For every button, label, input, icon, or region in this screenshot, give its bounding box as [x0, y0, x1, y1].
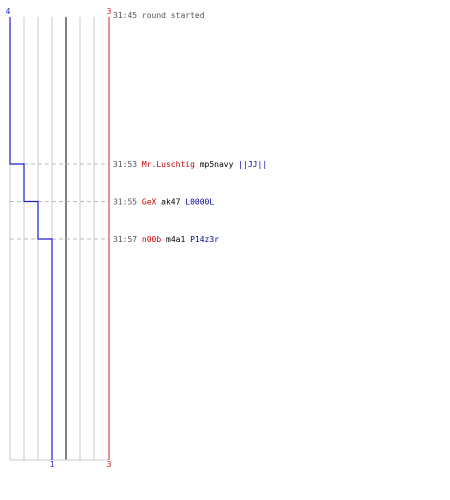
- message-event-row: 31:45 round started: [113, 11, 205, 20]
- event-labels: 4 3 1 3 31:45 round started 31:53 Mr.Lusc…: [6, 7, 268, 469]
- weapon-name: ak47: [161, 198, 185, 207]
- event-time: 31:45: [113, 11, 142, 20]
- victim-name: P14z3r: [190, 235, 219, 244]
- killer-name: Mr.Luschtig: [142, 160, 200, 169]
- victim-name: ||JJ||: [238, 160, 267, 169]
- event-message: round started: [142, 11, 205, 20]
- event-time: 31:53: [113, 160, 142, 169]
- red-end-count: 3: [107, 460, 112, 469]
- killer-name: n00b: [142, 235, 166, 244]
- blue-team-count-line: [9, 17, 53, 460]
- blue-team-line: [9, 17, 53, 460]
- weapon-name: mp5navy: [200, 160, 239, 169]
- red-start-count: 3: [107, 7, 112, 16]
- event-time: 31:55: [113, 198, 142, 207]
- kill-event-row: 31:53 Mr.Luschtig mp5navy ||JJ||: [113, 160, 267, 169]
- kill-event-row: 31:57 n00b m4a1 P14z3r: [113, 235, 219, 244]
- event-time: 31:57: [113, 235, 142, 244]
- weapon-name: m4a1: [166, 235, 190, 244]
- blue-end-count: 1: [50, 460, 55, 469]
- killer-name: GeX: [142, 198, 161, 207]
- blue-start-count: 4: [6, 7, 11, 16]
- victim-name: L0000L: [185, 198, 214, 207]
- kill-event-row: 31:55 GeX ak47 L0000L: [113, 198, 214, 207]
